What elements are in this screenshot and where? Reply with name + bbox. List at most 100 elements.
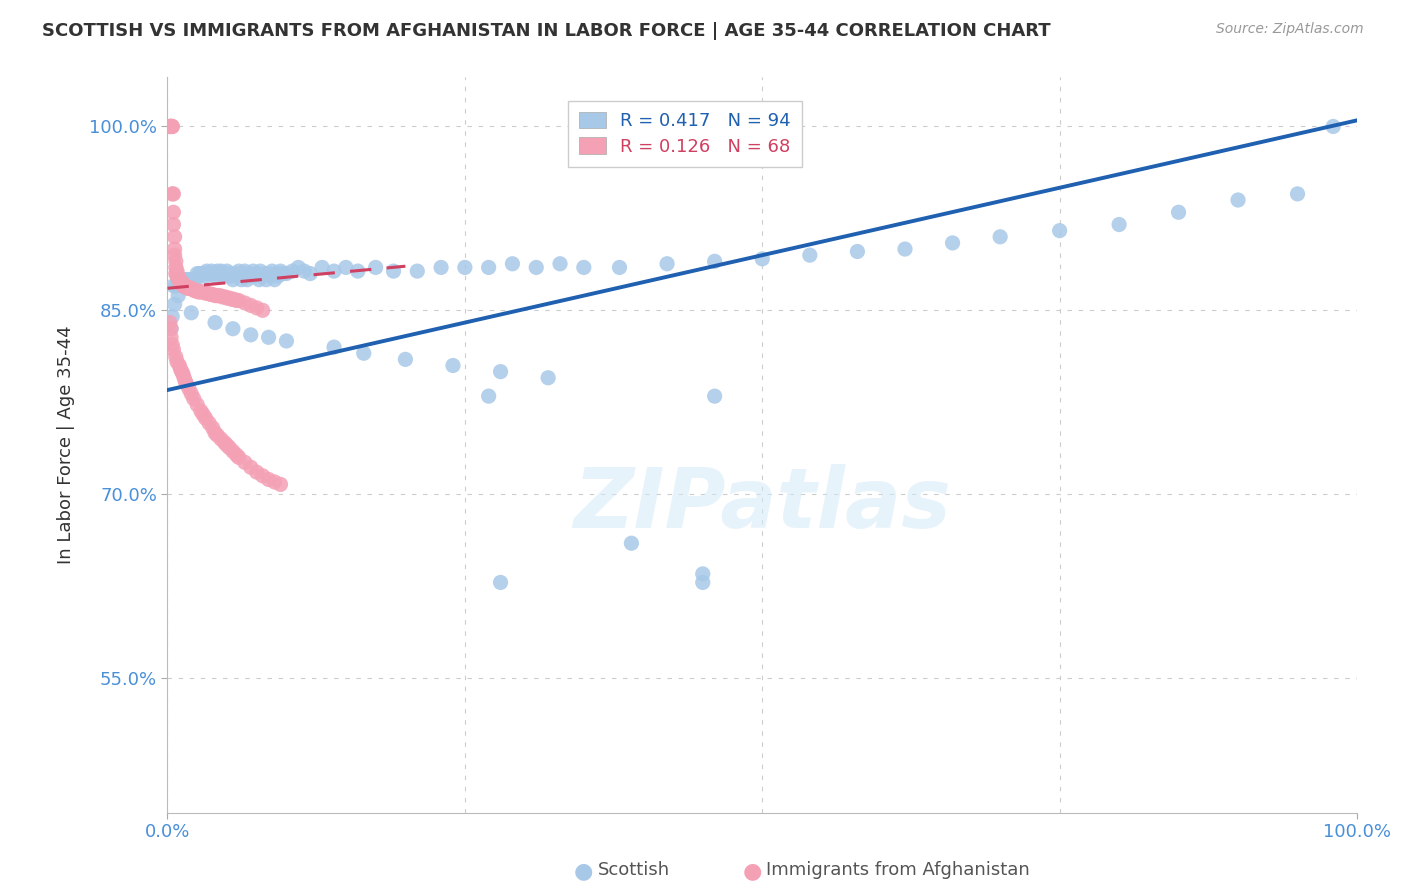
Point [167, 268, 190, 283]
Point [184, 273, 207, 287]
Point [162, 310, 184, 324]
Point [489, 575, 512, 590]
Point [323, 340, 346, 354]
Point [257, 267, 280, 281]
Point [751, 252, 773, 266]
Point [190, 285, 212, 299]
Point [703, 254, 725, 268]
Point [247, 273, 270, 287]
Point [281, 264, 304, 278]
Point [252, 468, 274, 483]
Point [224, 267, 246, 281]
Point [211, 290, 233, 304]
Point [183, 283, 205, 297]
Point [198, 416, 221, 430]
Point [242, 264, 264, 278]
Point [222, 444, 245, 458]
Point [394, 352, 416, 367]
Point [165, 278, 187, 293]
Point [160, 322, 183, 336]
Point [231, 267, 253, 281]
Point [176, 376, 198, 391]
Point [194, 268, 217, 283]
Point [239, 460, 262, 475]
Point [252, 268, 274, 283]
Point [188, 267, 211, 281]
Point [197, 286, 219, 301]
Point [262, 264, 284, 278]
Point [212, 267, 235, 281]
Point [167, 271, 190, 285]
Point [165, 267, 187, 281]
Point [180, 281, 202, 295]
Point [159, 120, 181, 134]
Point [177, 273, 200, 287]
Point [186, 267, 208, 281]
Point [160, 120, 183, 134]
Point [179, 281, 201, 295]
Point [249, 264, 271, 278]
Point [169, 274, 191, 288]
Point [193, 285, 215, 299]
Point [174, 273, 197, 287]
Point [173, 370, 195, 384]
Point [194, 411, 217, 425]
Point [238, 267, 260, 281]
Point [172, 277, 194, 291]
Point [266, 267, 288, 281]
Point [692, 566, 714, 581]
Point [162, 186, 184, 201]
Text: Immigrants from Afghanistan: Immigrants from Afghanistan [766, 861, 1031, 879]
Point [218, 441, 240, 455]
Point [441, 359, 464, 373]
Point [183, 392, 205, 406]
Point [163, 242, 186, 256]
Point [228, 293, 250, 308]
Point [172, 278, 194, 293]
Text: Scottish: Scottish [598, 861, 669, 879]
Point [177, 273, 200, 287]
Point [160, 330, 183, 344]
Legend: R = 0.417   N = 94, R = 0.126   N = 68: R = 0.417 N = 94, R = 0.126 N = 68 [568, 101, 801, 167]
Point [703, 389, 725, 403]
Point [160, 120, 183, 134]
Point [162, 186, 184, 201]
Point [184, 284, 207, 298]
Point [246, 465, 269, 479]
Point [430, 260, 453, 275]
Point [1167, 205, 1189, 219]
Point [236, 273, 259, 287]
Point [214, 435, 236, 450]
Point [222, 273, 245, 287]
Point [186, 284, 208, 298]
Point [269, 477, 291, 491]
Point [159, 120, 181, 134]
Point [353, 346, 375, 360]
Point [193, 408, 215, 422]
Point [253, 267, 276, 281]
Point [165, 350, 187, 364]
Point [165, 254, 187, 268]
Text: ZIPatlas: ZIPatlas [574, 464, 952, 544]
Point [243, 268, 266, 283]
Point [174, 278, 197, 293]
Point [537, 370, 560, 384]
Point [169, 274, 191, 288]
Point [174, 280, 197, 294]
Point [267, 268, 290, 283]
Point [225, 293, 247, 308]
Point [257, 473, 280, 487]
Point [200, 264, 222, 278]
Point [181, 283, 204, 297]
Point [225, 268, 247, 283]
Point [222, 293, 245, 307]
Point [177, 281, 200, 295]
Point [524, 260, 547, 275]
Point [169, 273, 191, 287]
Point [799, 248, 821, 262]
Point [166, 267, 188, 281]
Point [177, 382, 200, 396]
Point [208, 288, 231, 302]
Point [1227, 193, 1250, 207]
Point [209, 432, 232, 446]
